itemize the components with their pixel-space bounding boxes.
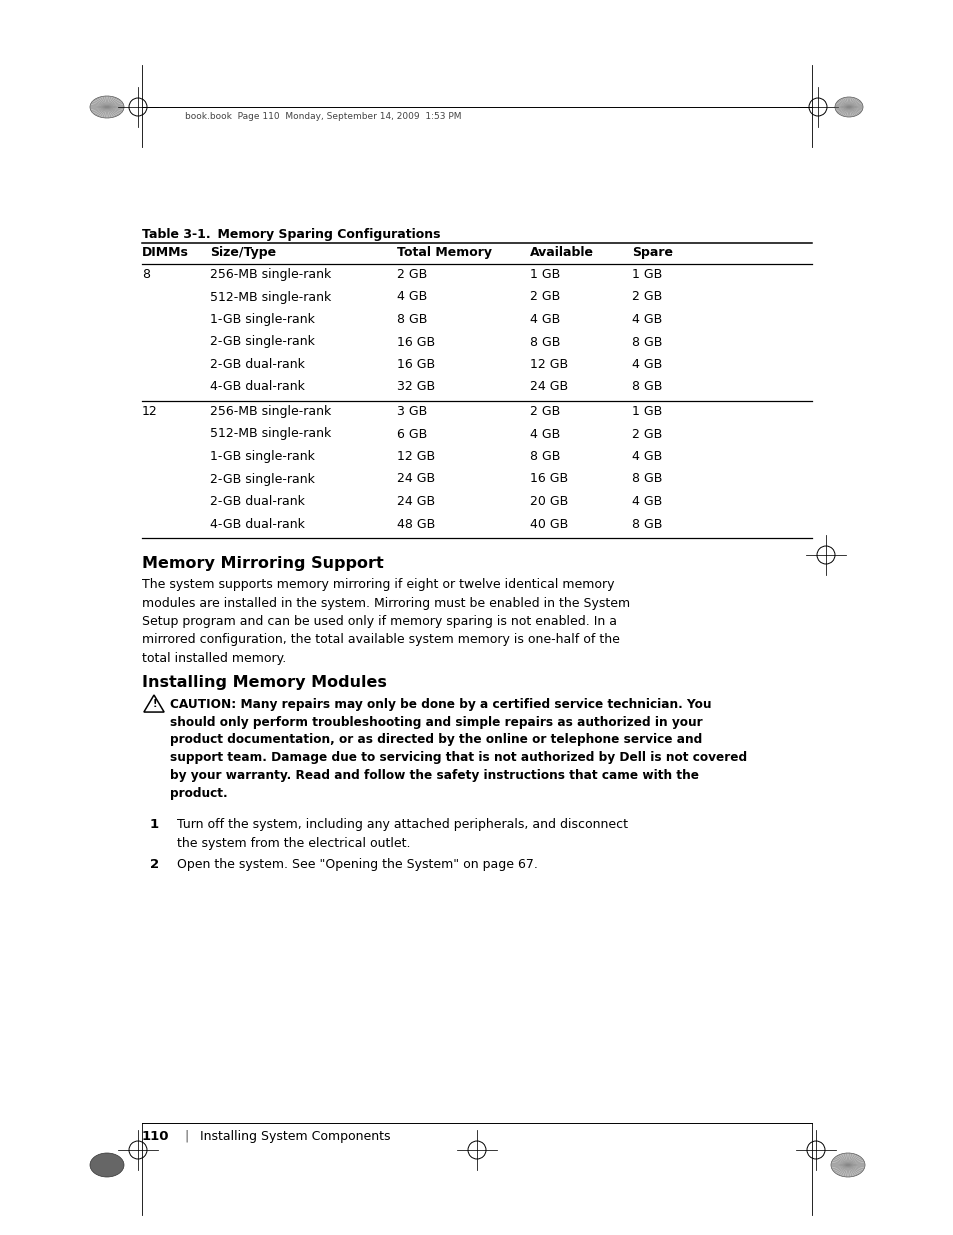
Text: 8 GB: 8 GB bbox=[530, 450, 559, 463]
Text: 2-GB single-rank: 2-GB single-rank bbox=[210, 473, 314, 485]
Text: 48 GB: 48 GB bbox=[396, 517, 435, 531]
Text: 24 GB: 24 GB bbox=[530, 380, 568, 394]
Text: 4 GB: 4 GB bbox=[631, 450, 661, 463]
Text: 2-GB dual-rank: 2-GB dual-rank bbox=[210, 495, 305, 508]
Text: 24 GB: 24 GB bbox=[396, 473, 435, 485]
Text: Size/Type: Size/Type bbox=[210, 246, 275, 259]
Text: Table 3-1.: Table 3-1. bbox=[142, 228, 211, 241]
Text: The system supports memory mirroring if eight or twelve identical memory
modules: The system supports memory mirroring if … bbox=[142, 578, 630, 664]
Text: 2-GB dual-rank: 2-GB dual-rank bbox=[210, 358, 305, 370]
Text: Open the system. See "Opening the System" on page 67.: Open the system. See "Opening the System… bbox=[177, 858, 537, 871]
Text: Available: Available bbox=[530, 246, 594, 259]
Text: 1 GB: 1 GB bbox=[631, 405, 661, 417]
Text: 6 GB: 6 GB bbox=[396, 427, 427, 441]
Text: 8 GB: 8 GB bbox=[631, 517, 661, 531]
Text: 16 GB: 16 GB bbox=[396, 336, 435, 348]
Text: 512-MB single-rank: 512-MB single-rank bbox=[210, 290, 331, 304]
Text: 2 GB: 2 GB bbox=[530, 405, 559, 417]
Text: 2 GB: 2 GB bbox=[631, 290, 661, 304]
Text: 8 GB: 8 GB bbox=[396, 312, 427, 326]
Text: Installing System Components: Installing System Components bbox=[200, 1130, 390, 1144]
Text: 3 GB: 3 GB bbox=[396, 405, 427, 417]
Text: 8: 8 bbox=[142, 268, 150, 282]
Text: 12: 12 bbox=[142, 405, 157, 417]
Ellipse shape bbox=[90, 1153, 124, 1177]
Text: |: | bbox=[184, 1130, 188, 1144]
Text: 2: 2 bbox=[150, 858, 159, 871]
Text: 1: 1 bbox=[150, 818, 159, 831]
Text: 1-GB single-rank: 1-GB single-rank bbox=[210, 450, 314, 463]
Text: 4 GB: 4 GB bbox=[530, 312, 559, 326]
Ellipse shape bbox=[830, 1153, 864, 1177]
Text: 12 GB: 12 GB bbox=[396, 450, 435, 463]
Text: !: ! bbox=[152, 699, 157, 709]
Text: 32 GB: 32 GB bbox=[396, 380, 435, 394]
Text: Memory Sparing Configurations: Memory Sparing Configurations bbox=[200, 228, 440, 241]
Text: 4-GB dual-rank: 4-GB dual-rank bbox=[210, 380, 305, 394]
Text: 8 GB: 8 GB bbox=[530, 336, 559, 348]
Text: 2 GB: 2 GB bbox=[631, 427, 661, 441]
Text: 24 GB: 24 GB bbox=[396, 495, 435, 508]
Text: 256-MB single-rank: 256-MB single-rank bbox=[210, 405, 331, 417]
Text: 20 GB: 20 GB bbox=[530, 495, 568, 508]
Text: 256-MB single-rank: 256-MB single-rank bbox=[210, 268, 331, 282]
Text: 512-MB single-rank: 512-MB single-rank bbox=[210, 427, 331, 441]
Text: 40 GB: 40 GB bbox=[530, 517, 568, 531]
Text: 8 GB: 8 GB bbox=[631, 380, 661, 394]
Ellipse shape bbox=[90, 96, 124, 119]
Text: 16 GB: 16 GB bbox=[530, 473, 568, 485]
Text: 4 GB: 4 GB bbox=[396, 290, 427, 304]
Text: Spare: Spare bbox=[631, 246, 672, 259]
Text: 4 GB: 4 GB bbox=[530, 427, 559, 441]
Text: 8 GB: 8 GB bbox=[631, 473, 661, 485]
Text: 1 GB: 1 GB bbox=[530, 268, 559, 282]
Text: 1 GB: 1 GB bbox=[631, 268, 661, 282]
Text: 4 GB: 4 GB bbox=[631, 495, 661, 508]
Text: Total Memory: Total Memory bbox=[396, 246, 492, 259]
Text: Memory Mirroring Support: Memory Mirroring Support bbox=[142, 556, 383, 571]
Text: 4 GB: 4 GB bbox=[631, 312, 661, 326]
Text: Installing Memory Modules: Installing Memory Modules bbox=[142, 676, 387, 690]
Ellipse shape bbox=[834, 98, 862, 117]
Text: Turn off the system, including any attached peripherals, and disconnect
the syst: Turn off the system, including any attac… bbox=[177, 818, 627, 850]
Text: 4-GB dual-rank: 4-GB dual-rank bbox=[210, 517, 305, 531]
Text: 110: 110 bbox=[142, 1130, 170, 1144]
Text: 2-GB single-rank: 2-GB single-rank bbox=[210, 336, 314, 348]
Text: 2 GB: 2 GB bbox=[530, 290, 559, 304]
Text: CAUTION: Many repairs may only be done by a certified service technician. You
sh: CAUTION: Many repairs may only be done b… bbox=[170, 698, 746, 799]
Text: 2 GB: 2 GB bbox=[396, 268, 427, 282]
Text: 8 GB: 8 GB bbox=[631, 336, 661, 348]
Text: 4 GB: 4 GB bbox=[631, 358, 661, 370]
Text: DIMMs: DIMMs bbox=[142, 246, 189, 259]
Text: book.book  Page 110  Monday, September 14, 2009  1:53 PM: book.book Page 110 Monday, September 14,… bbox=[185, 112, 461, 121]
Text: 12 GB: 12 GB bbox=[530, 358, 568, 370]
Text: 1-GB single-rank: 1-GB single-rank bbox=[210, 312, 314, 326]
Text: 16 GB: 16 GB bbox=[396, 358, 435, 370]
